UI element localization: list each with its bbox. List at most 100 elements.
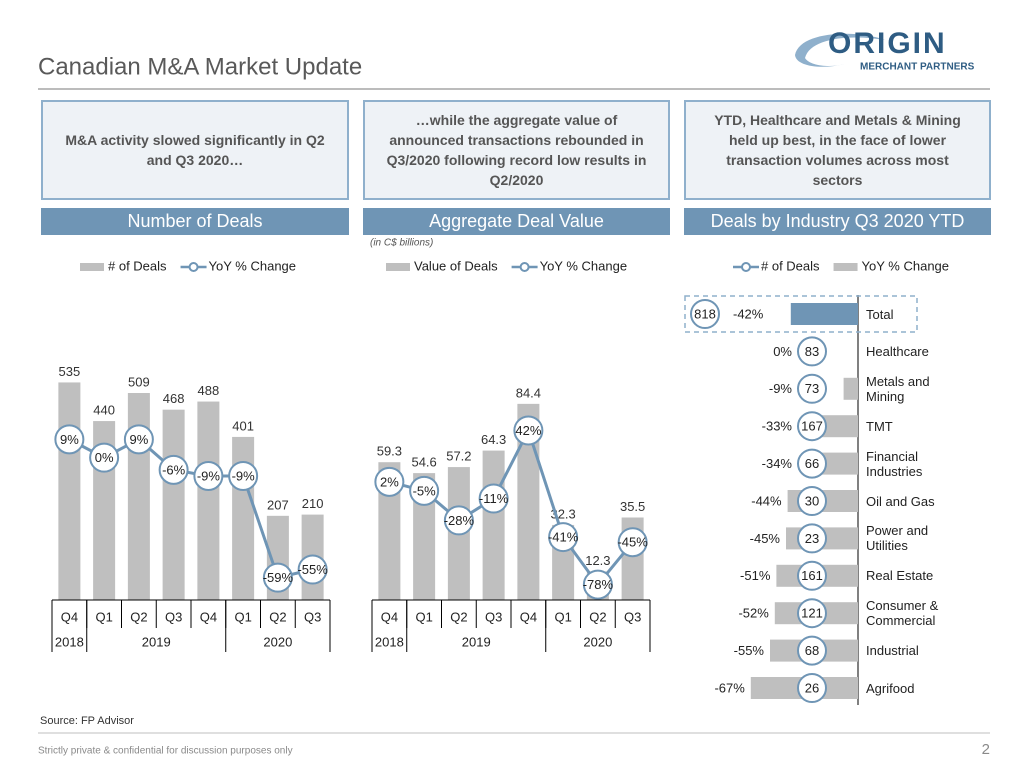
yoy-label: -55% [297, 562, 328, 577]
category-label: Power and Utilities [866, 523, 929, 554]
group-label: 2018 [55, 634, 84, 649]
yoy-label: -6% [162, 462, 186, 477]
deal-marker [797, 635, 827, 666]
yoy-label: -42% [733, 306, 764, 321]
bar [517, 403, 540, 600]
category-label: Agrifood [866, 680, 915, 696]
yoy-label: -9% [197, 468, 221, 483]
group-label: 2020 [583, 634, 612, 649]
category-label: Healthcare [866, 343, 929, 359]
deal-label: 23 [805, 531, 819, 546]
deal-label: 73 [805, 381, 819, 396]
bar [162, 409, 185, 600]
deal-label: 121 [801, 606, 823, 621]
category-label: Industrial [866, 643, 919, 659]
deal-marker [797, 673, 827, 703]
yoy-marker [54, 424, 85, 455]
group-label: 2019 [142, 634, 171, 649]
legend-marker [741, 262, 751, 272]
legend-marker [519, 262, 530, 272]
category-label: Q1 [95, 609, 112, 624]
bar-value-label: 84.4 [516, 385, 541, 400]
deal-marker [797, 560, 827, 591]
category-label: Metals and Mining [866, 373, 930, 404]
group-label: 2020 [263, 634, 292, 649]
bar [413, 473, 436, 600]
legend-swatch [80, 263, 104, 271]
highlight-box: YTD, Healthcare and Metals & Mining held… [684, 100, 991, 200]
category-label: Q3 [624, 609, 641, 624]
highlight-box: M&A activity slowed significantly in Q2 … [41, 100, 349, 200]
yoy-label: -33% [762, 419, 793, 434]
bar [58, 382, 81, 600]
slide-title: Canadian M&A Market Update [38, 53, 362, 80]
bar-value-label: 468 [163, 391, 185, 406]
bar [127, 393, 150, 600]
highlight-box: …while the aggregate value of announced … [363, 100, 670, 200]
yoy-label: -55% [734, 643, 765, 658]
deal-marker [797, 448, 827, 479]
yoy-marker [193, 460, 224, 491]
yoy-marker [89, 442, 120, 473]
category-label: Q3 [304, 609, 321, 624]
yoy-marker [262, 562, 293, 593]
yoy-label: -9% [232, 468, 256, 483]
bar [378, 462, 401, 600]
bar-value-label: 35.5 [620, 499, 645, 514]
category-label: Q3 [165, 609, 182, 624]
deal-marker [690, 299, 720, 329]
yoy-label: 0% [773, 344, 792, 359]
yoy-label: 9% [129, 432, 148, 447]
category-label: Q4 [381, 609, 398, 624]
yoy-label: -28% [444, 513, 475, 528]
category-label: Q1 [415, 609, 432, 624]
section-header: Deals by Industry Q3 2020 YTD [684, 208, 991, 235]
source-note: Source: FP Advisor [40, 715, 134, 727]
bar-value-label: 12.3 [585, 553, 610, 568]
yoy-label: 2% [380, 474, 399, 489]
yoy-marker [228, 460, 259, 491]
deal-label: 30 [805, 493, 819, 508]
legend-label: # of Deals [761, 258, 820, 273]
category-label: Financial Industries [866, 448, 923, 479]
legend-label: YoY % Change [209, 258, 296, 273]
bar-value-label: 207 [267, 497, 289, 512]
yoy-label: 9% [60, 432, 79, 447]
yoy-label: -59% [263, 570, 294, 585]
deal-label: 161 [801, 568, 823, 583]
deal-label: 167 [801, 419, 823, 434]
deal-label: 66 [805, 456, 819, 471]
bar [790, 303, 858, 325]
bar-value-label: 59.3 [377, 444, 402, 459]
yoy-label: -45% [617, 535, 648, 550]
yoy-marker [297, 554, 328, 585]
category-label: Q1 [234, 609, 251, 624]
bar-value-label: 64.3 [481, 432, 506, 447]
yoy-label: -45% [750, 531, 781, 546]
yoy-marker [548, 522, 579, 553]
deal-label: 83 [805, 344, 819, 359]
category-label: Q2 [589, 609, 606, 624]
category-label: Q2 [269, 609, 286, 624]
logo-swoosh [795, 33, 885, 67]
bar-value-label: 401 [232, 418, 254, 433]
yoy-label: -9% [769, 381, 793, 396]
legend-swatch [386, 263, 410, 271]
footer-text: Strictly private & confidential for disc… [38, 746, 293, 757]
bar-value-label: 509 [128, 374, 150, 389]
bar [197, 401, 220, 600]
yoy-marker [478, 483, 509, 514]
chart-subtitle: (in C$ billions) [370, 238, 433, 249]
deal-marker [797, 336, 827, 367]
bar [843, 377, 858, 400]
deal-marker [797, 411, 827, 442]
legend-swatch [833, 263, 858, 271]
category-label: Q4 [61, 609, 78, 624]
section-header: Aggregate Deal Value [363, 208, 670, 235]
bar-value-label: 440 [93, 403, 115, 418]
yoy-label: 42% [515, 423, 541, 438]
category-label: Consumer & Commercial [866, 598, 939, 629]
bar-value-label: 535 [59, 364, 81, 379]
